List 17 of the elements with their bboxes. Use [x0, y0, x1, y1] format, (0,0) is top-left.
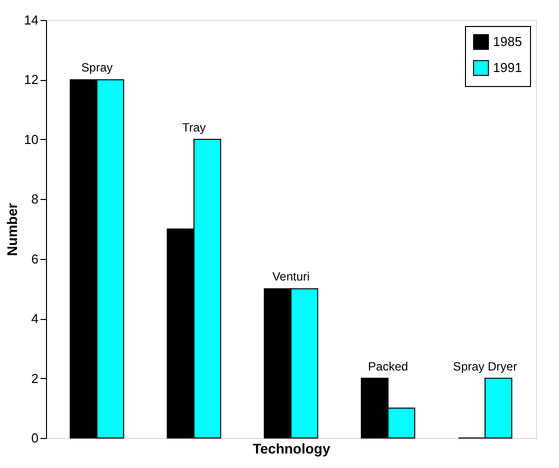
x-tick-label: Spray Dryer	[453, 359, 518, 374]
x-tick-label: Packed	[368, 359, 408, 374]
x-axis-title: Technology	[252, 440, 330, 456]
y-tick-label: 6	[31, 251, 38, 266]
y-tick-label: 14	[24, 12, 38, 28]
legend-label: 1985	[493, 34, 522, 49]
y-tick-label: 0	[31, 430, 38, 446]
y-tick-label: 2	[31, 370, 38, 386]
y-tick-label: 10	[24, 132, 38, 147]
legend-label: 1991	[493, 60, 522, 75]
x-tick-label: Venturi	[272, 270, 310, 284]
x-tick-label: Tray	[182, 120, 206, 134]
y-axis-title: Number	[4, 202, 20, 256]
y-tick-label: 4	[31, 311, 38, 326]
x-tick-label: Spray	[81, 60, 113, 75]
y-tick-label: 8	[31, 192, 38, 207]
y-tick-label: 12	[24, 72, 38, 88]
